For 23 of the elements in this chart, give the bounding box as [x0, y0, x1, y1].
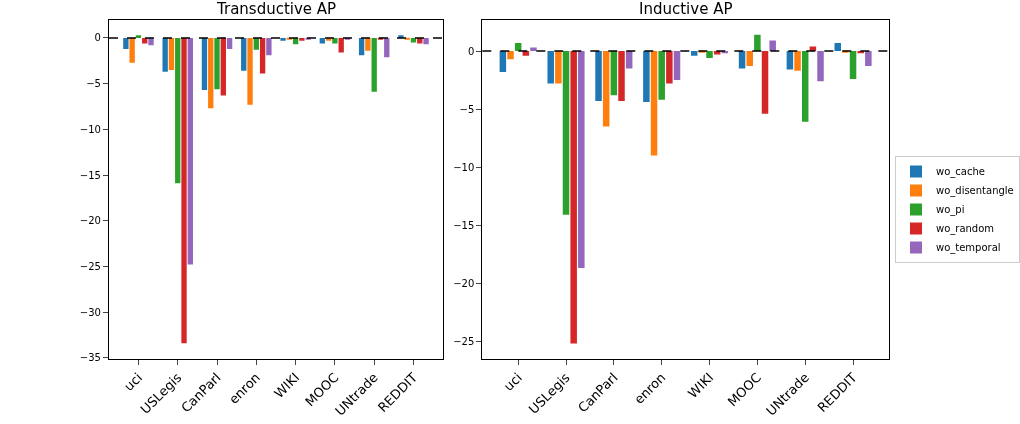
legend-label: wo_pi — [935, 204, 965, 217]
chart-title: Transductive AP — [216, 0, 337, 18]
legend-label: wo_temporal — [935, 242, 1001, 255]
y-tick-label: 0 — [94, 32, 101, 44]
legend-label: wo_random — [935, 223, 995, 236]
y-tick-label: −10 — [79, 123, 101, 135]
x-tick-label: uci — [500, 369, 525, 394]
y-tick-label: −5 — [459, 103, 475, 115]
y-tick-label: −30 — [79, 306, 101, 318]
y-tick-label: −15 — [453, 219, 475, 231]
y-tick-label: −20 — [79, 215, 101, 227]
y-tick-label: −10 — [453, 161, 475, 173]
legend-label: wo_disentangle — [935, 185, 1014, 198]
y-tick-label: −15 — [79, 169, 101, 181]
y-tick-label: −25 — [453, 335, 475, 347]
x-tick-label: uci — [121, 369, 146, 394]
legend-label: wo_cache — [935, 166, 985, 179]
y-tick-label: −35 — [79, 352, 101, 364]
y-tick-label: 0 — [467, 45, 475, 57]
y-tick-label: −5 — [86, 78, 101, 90]
chart-title: Inductive AP — [639, 0, 733, 18]
y-tick-label: −20 — [453, 277, 475, 289]
y-tick-label: −25 — [79, 260, 101, 272]
